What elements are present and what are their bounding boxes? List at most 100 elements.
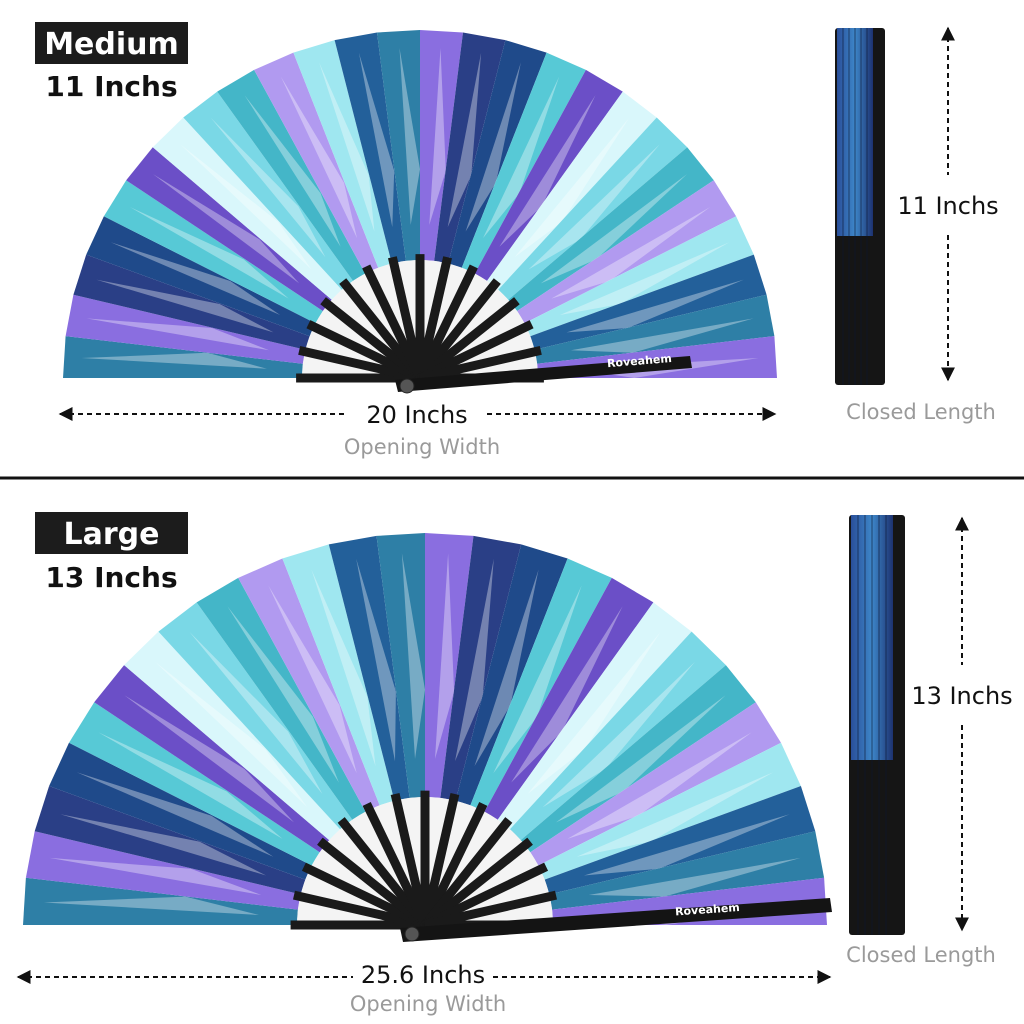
fan-highlight [280, 76, 357, 239]
fan-highlight [110, 242, 281, 315]
fan-pleat [217, 69, 366, 281]
fan-pleat [238, 558, 380, 812]
fan-rib [418, 346, 542, 383]
fan-highlight [528, 144, 660, 270]
fan-pleat [23, 877, 298, 925]
fan-rib [415, 264, 478, 380]
fan-rib [416, 278, 501, 381]
fan-rib [298, 346, 422, 383]
fan-pleat [124, 631, 341, 841]
fan-pleat [461, 52, 586, 274]
fan-pleat [524, 216, 754, 337]
fan-pleat [69, 702, 320, 866]
fan-pleat [152, 117, 342, 300]
fan-pleat [282, 544, 395, 806]
fan-pleat [425, 533, 474, 798]
fan-rib [362, 801, 430, 927]
fan-highlight [49, 857, 262, 895]
fan-pleat [440, 535, 522, 801]
size-label: 11 Inchs [45, 70, 177, 103]
fan-rivet [404, 926, 420, 942]
width-caption: Opening Width [350, 992, 506, 1016]
fan-highlight [210, 117, 326, 258]
length-caption: Closed Length [846, 400, 996, 424]
fan-highlight [399, 48, 420, 225]
fan-rib [418, 320, 534, 383]
size-badge [35, 22, 188, 64]
size-badge [35, 512, 188, 554]
fan-pleat [34, 786, 306, 895]
fan-highlight [155, 661, 308, 808]
fan-highlight [435, 553, 455, 759]
fan-rib [420, 792, 460, 927]
size-section: Roveahem Large 13 Inchs 25.6 Inchs Opening W… [16, 512, 1013, 1016]
fan-handle [400, 898, 832, 942]
fan-rib [362, 264, 425, 380]
fan-highlight [556, 695, 726, 823]
fan-rib [421, 817, 513, 928]
fan-pleat [530, 702, 781, 866]
fan-pleat [183, 91, 353, 290]
brand-label: Roveahem [675, 901, 741, 918]
fan-highlight [499, 95, 596, 247]
fan-highlight [180, 144, 312, 270]
fan-highlight [43, 896, 259, 915]
fan-highlight [559, 242, 730, 315]
fan-pleat [538, 742, 801, 880]
length-caption: Closed Length [846, 943, 996, 967]
fan-pleat [544, 786, 816, 895]
fan-highlight [76, 772, 274, 857]
fan-highlight [474, 569, 539, 767]
brand-label: Roveahem [607, 352, 673, 370]
fan-pleat [448, 40, 547, 268]
fan-pleat [434, 32, 506, 264]
fan-highlight [588, 857, 801, 897]
fan-pleat [487, 91, 657, 290]
fan-rib [388, 256, 425, 380]
fan-pleat [509, 631, 726, 841]
fan-pleat [73, 254, 310, 350]
fan-rib [317, 837, 428, 929]
fan-image: Roveahem [23, 533, 832, 942]
fan-pleat [65, 294, 306, 364]
fan-highlight [356, 558, 396, 762]
fan-image: Roveahem [63, 30, 777, 394]
width-label: 25.6 Inchs [361, 961, 485, 989]
fan-pleat [25, 831, 301, 910]
fan-pleat [94, 665, 330, 853]
fan-rib [422, 837, 533, 929]
fan-pleat [376, 533, 425, 798]
fan-pleat [328, 535, 410, 801]
fan-pleat [63, 336, 303, 378]
fan-highlight [447, 52, 482, 228]
fan-highlight [570, 318, 754, 353]
fan-highlight [465, 62, 521, 232]
fan-pleat [508, 147, 714, 311]
fan-highlight [483, 76, 560, 239]
fan-highlight [319, 62, 375, 232]
fan-highlight [551, 207, 711, 299]
fan-highlight [189, 631, 323, 794]
fan-pleat [86, 216, 316, 337]
fan-highlight [244, 95, 341, 247]
fan-highlight [60, 814, 267, 876]
fan-highlight [583, 814, 790, 876]
fan-pleat [254, 52, 379, 274]
fan-pleat [455, 544, 568, 806]
fan-rivet [399, 378, 415, 394]
fan-highlight [129, 207, 289, 299]
fan-pleat [377, 30, 420, 261]
fan-highlight [455, 558, 494, 762]
size-section: Roveahem Medium 11 Inchs 20 Inchs Opening Wi… [35, 22, 999, 459]
fan-pleat [470, 558, 612, 812]
fan-pleat [498, 117, 688, 300]
fan-pleat [474, 69, 623, 281]
fan-highlight [527, 631, 661, 794]
fan-highlight [542, 661, 695, 808]
fan-highlight [566, 279, 744, 333]
length-label: 11 Inchs [897, 192, 998, 220]
fan-rib [292, 890, 427, 930]
fan-highlight [311, 569, 376, 767]
badge-label: Medium [44, 27, 179, 62]
fan-handle [395, 356, 692, 392]
